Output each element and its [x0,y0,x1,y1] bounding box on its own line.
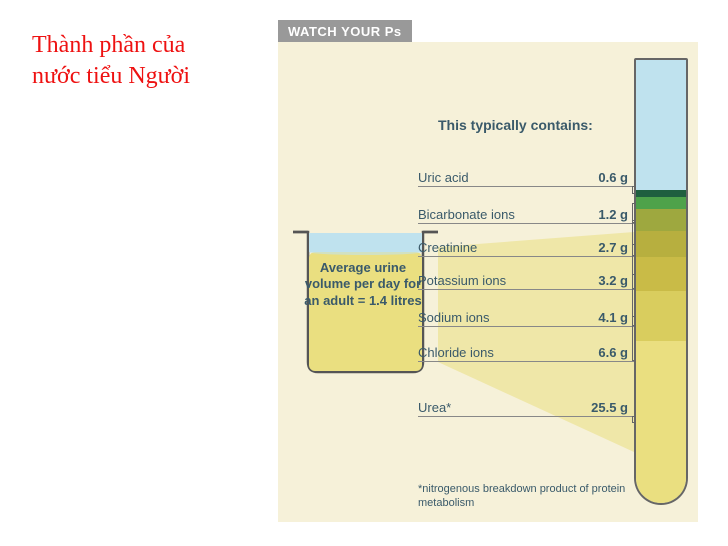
component-row-6: Urea* 25.5 g [418,400,628,415]
tube-band-1 [636,197,686,209]
component-row-4: Sodium ions 4.1 g [418,310,628,325]
row-underline [418,186,634,187]
component-label: Chloride ions [418,345,494,360]
projection-cone [438,232,638,452]
footnote-text: *nitrogenous breakdown product of protei… [418,482,638,511]
row-underline [418,361,634,362]
page-title: Thành phần củanước tiểu Người [32,30,190,92]
tube-band-4 [636,257,686,291]
tube-band-3 [636,231,686,257]
row-underline [418,256,634,257]
row-underline [418,326,634,327]
tube-band-5 [636,291,686,341]
tube-air [636,60,686,190]
component-value: 6.6 g [598,345,628,360]
component-row-3: Potassium ions 3.2 g [418,273,628,288]
component-label: Urea* [418,400,451,415]
component-label: Sodium ions [418,310,490,325]
row-underline [418,289,634,290]
component-row-0: Uric acid 0.6 g [418,170,628,185]
typical-heading: This typically contains: [438,117,593,133]
component-label: Bicarbonate ions [418,207,515,222]
component-value: 4.1 g [598,310,628,325]
component-row-2: Creatinine 2.7 g [418,240,628,255]
component-value: 1.2 g [598,207,628,222]
component-value: 0.6 g [598,170,628,185]
component-value: 2.7 g [598,240,628,255]
component-row-1: Bicarbonate ions 1.2 g [418,207,628,222]
diagram-panel: Average urine volume per day for an adul… [278,42,698,522]
component-label: Uric acid [418,170,469,185]
test-tube [634,60,688,505]
component-row-5: Chloride ions 6.6 g [418,345,628,360]
banner-label: WATCH YOUR Ps [278,20,412,43]
component-value: 25.5 g [591,400,628,415]
tube-band-2 [636,209,686,231]
row-underline [418,416,634,417]
component-label: Creatinine [418,240,477,255]
beaker-caption: Average urine volume per day for an adul… [300,260,426,309]
tube-band-0 [636,190,686,197]
row-underline [418,223,634,224]
component-value: 3.2 g [598,273,628,288]
component-label: Potassium ions [418,273,506,288]
tube-band-6 [636,341,686,505]
